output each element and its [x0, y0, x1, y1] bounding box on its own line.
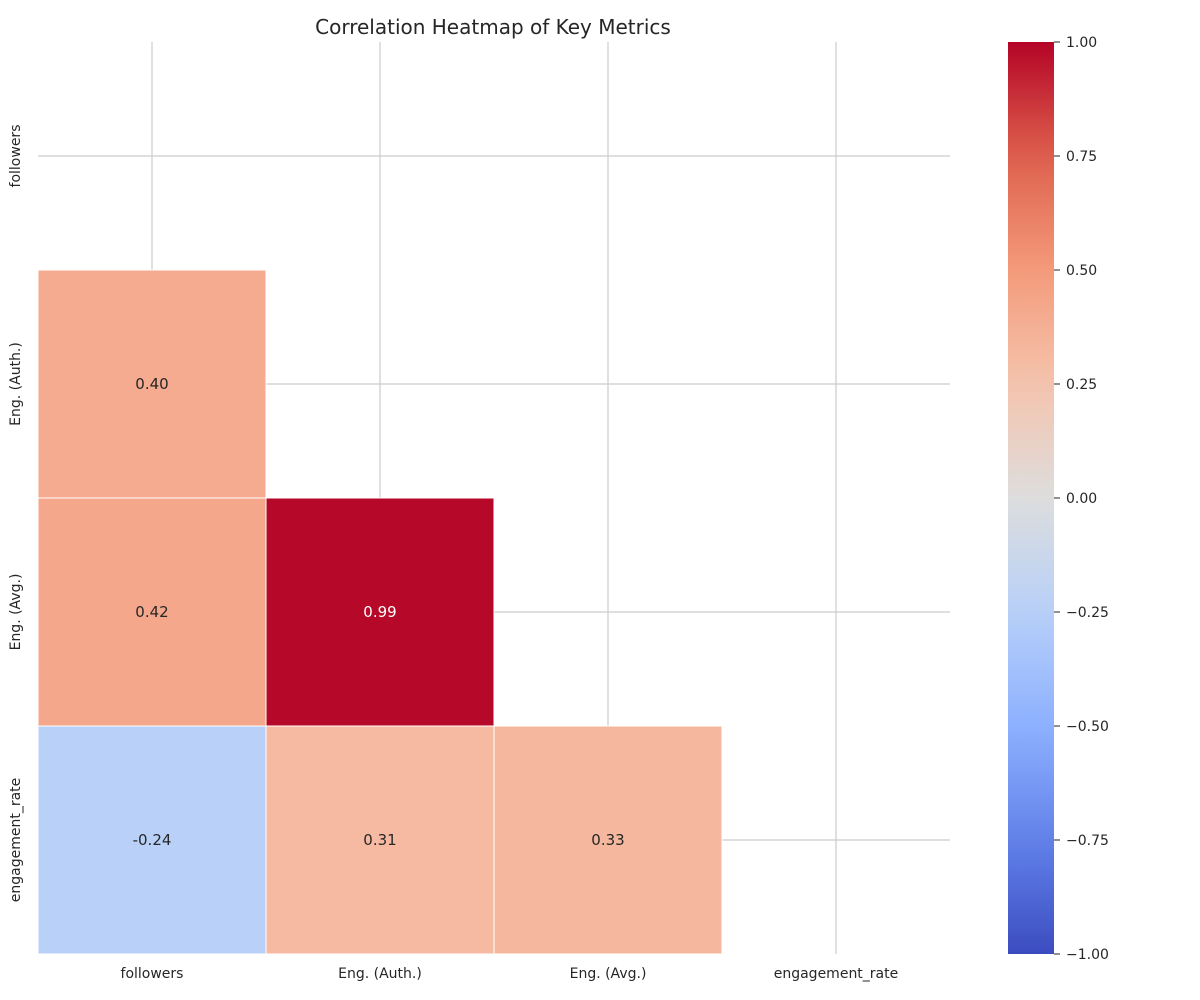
- heatmap-cell: [265, 725, 495, 955]
- colorbar-tick-label: −0.25: [1066, 605, 1109, 621]
- heatmap-cells: 0.40 0.42 0.99 -0.24 0.31 0.33: [37, 269, 723, 955]
- axis-labels: followers Eng. (Auth.) Eng. (Avg.) engageme…: [8, 125, 898, 982]
- heatmap-cell: [265, 497, 495, 727]
- cell-value-label: 0.99: [363, 603, 396, 621]
- x-tick-label: Eng. (Auth.): [338, 966, 422, 982]
- colorbar-tick-label: 0.75: [1066, 149, 1097, 165]
- x-tick-label: followers: [121, 966, 184, 982]
- y-tick-label: Eng. (Auth.): [8, 342, 24, 426]
- y-tick-label: followers: [8, 125, 24, 188]
- colorbar-gradient: [1008, 42, 1054, 954]
- colorbar-tick-label: 0.00: [1066, 491, 1097, 507]
- colorbar-tick-label: −0.75: [1066, 833, 1109, 849]
- colorbar-tick-label: −0.50: [1066, 719, 1109, 735]
- x-tick-label: engagement_rate: [774, 966, 899, 982]
- cell-value-label: 0.33: [591, 831, 624, 849]
- cell-value-label: 0.40: [135, 375, 168, 393]
- y-tick-label: engagement_rate: [8, 778, 24, 903]
- colorbar: 1.00 0.75 0.50 0.25 0.00 −0.25 −0.50 −0.75 −1.00: [1008, 35, 1109, 963]
- heatmap-cell: [37, 725, 267, 955]
- chart-title: Correlation Heatmap of Key Metrics: [315, 15, 671, 39]
- cell-value-label: 0.42: [135, 603, 168, 621]
- colorbar-tick-label: 0.25: [1066, 377, 1097, 393]
- heatmap-cell: [37, 269, 267, 499]
- heatmap-cell: [493, 725, 723, 955]
- y-tick-label: Eng. (Avg.): [8, 574, 24, 651]
- colorbar-tick-label: 0.50: [1066, 263, 1097, 279]
- colorbar-tick-label: 1.00: [1066, 35, 1097, 51]
- heatmap-cell: [37, 497, 267, 727]
- cell-value-label: -0.24: [133, 831, 172, 849]
- cell-value-label: 0.31: [363, 831, 396, 849]
- colorbar-tick-label: −1.00: [1066, 947, 1109, 963]
- x-tick-label: Eng. (Avg.): [570, 966, 647, 982]
